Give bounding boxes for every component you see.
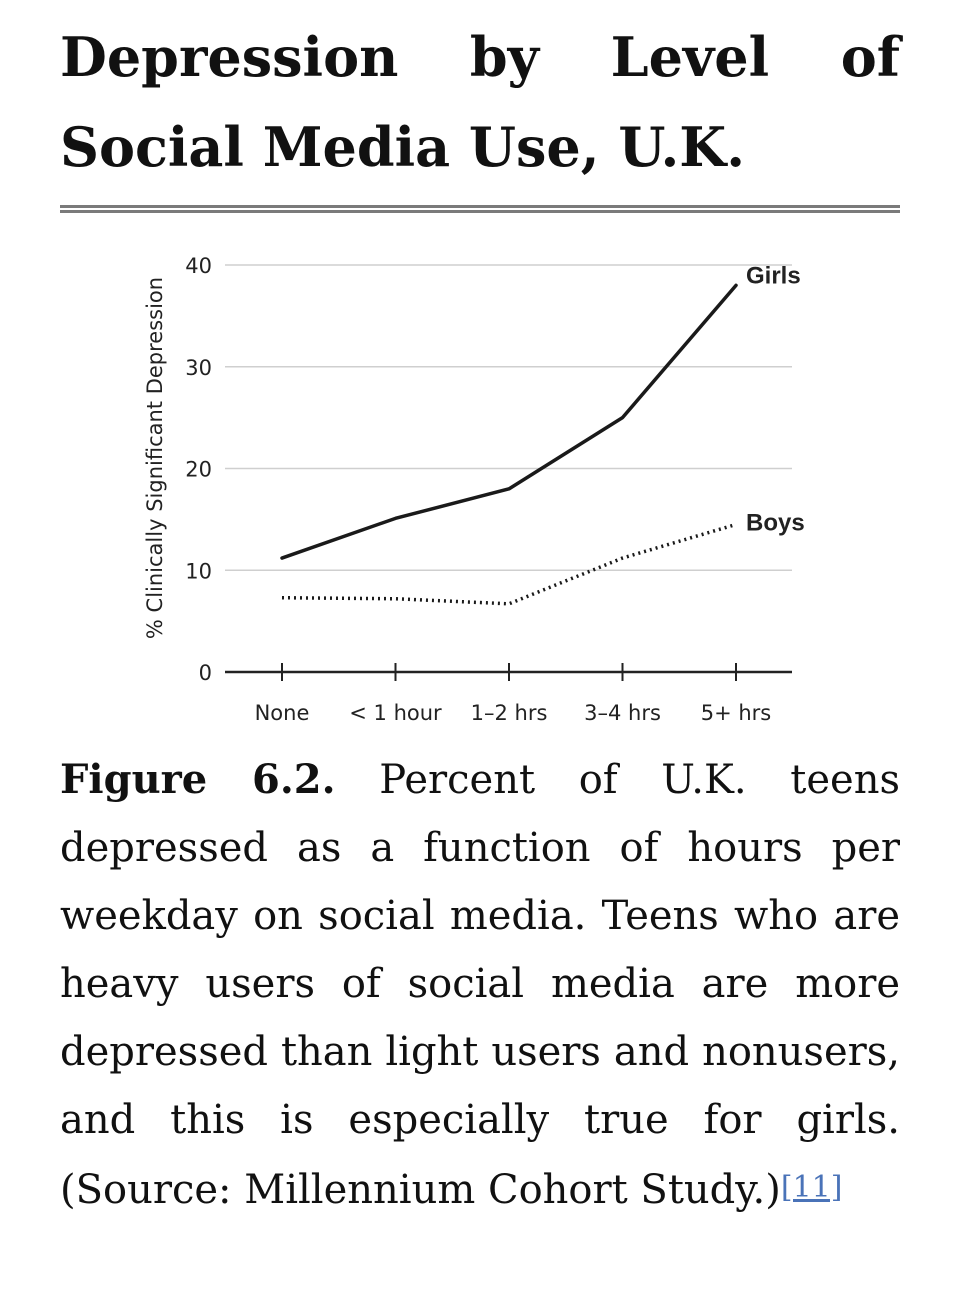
y-tick-label-2: 20: [185, 458, 212, 482]
figure-caption: Figure 6.2. Percent of U.K. teens depres…: [60, 746, 900, 1224]
series-label-girls: Girls: [746, 262, 801, 289]
series-line-boys: [281, 522, 737, 606]
x-axis-ticks: None < 1 hour 1–2 hrs 3–4 hrs 5+ hrs: [255, 663, 772, 725]
series-labels: Girls Boys: [746, 262, 805, 536]
line-chart: % Clinically Significant Depression 0 10 2…: [143, 254, 805, 725]
x-tick-label-1: < 1 hour: [349, 701, 442, 725]
y-tick-label-1: 10: [185, 559, 212, 583]
x-tick-label-4: 5+ hrs: [701, 701, 772, 725]
y-tick-label-3: 30: [185, 356, 212, 380]
series-lines: [280, 283, 738, 606]
y-axis-label: % Clinically Significant Depression: [143, 277, 167, 639]
page-title: Depression by Level of Social Media Use,…: [60, 25, 900, 179]
series-line-girls: [280, 283, 738, 560]
grid-lines: [225, 264, 792, 571]
x-tick-label-0: None: [255, 701, 310, 725]
x-tick-label-2: 1–2 hrs: [471, 701, 548, 725]
figure-label: Figure 6.2.: [60, 756, 336, 803]
x-tick-label-3: 3–4 hrs: [584, 701, 661, 725]
title-divider: [60, 205, 900, 213]
chart-container: % Clinically Significant Depression 0 10 2…: [60, 240, 900, 740]
series-label-boys: Boys: [746, 509, 805, 536]
y-tick-label-0: 0: [199, 661, 212, 685]
y-tick-label-4: 40: [185, 254, 212, 278]
y-axis-ticks: 0 10 20 30 40: [185, 254, 212, 685]
reference-link[interactable]: [11]: [780, 1170, 843, 1205]
caption-text: Percent of U.K. teens depressed as a fun…: [60, 757, 900, 1213]
